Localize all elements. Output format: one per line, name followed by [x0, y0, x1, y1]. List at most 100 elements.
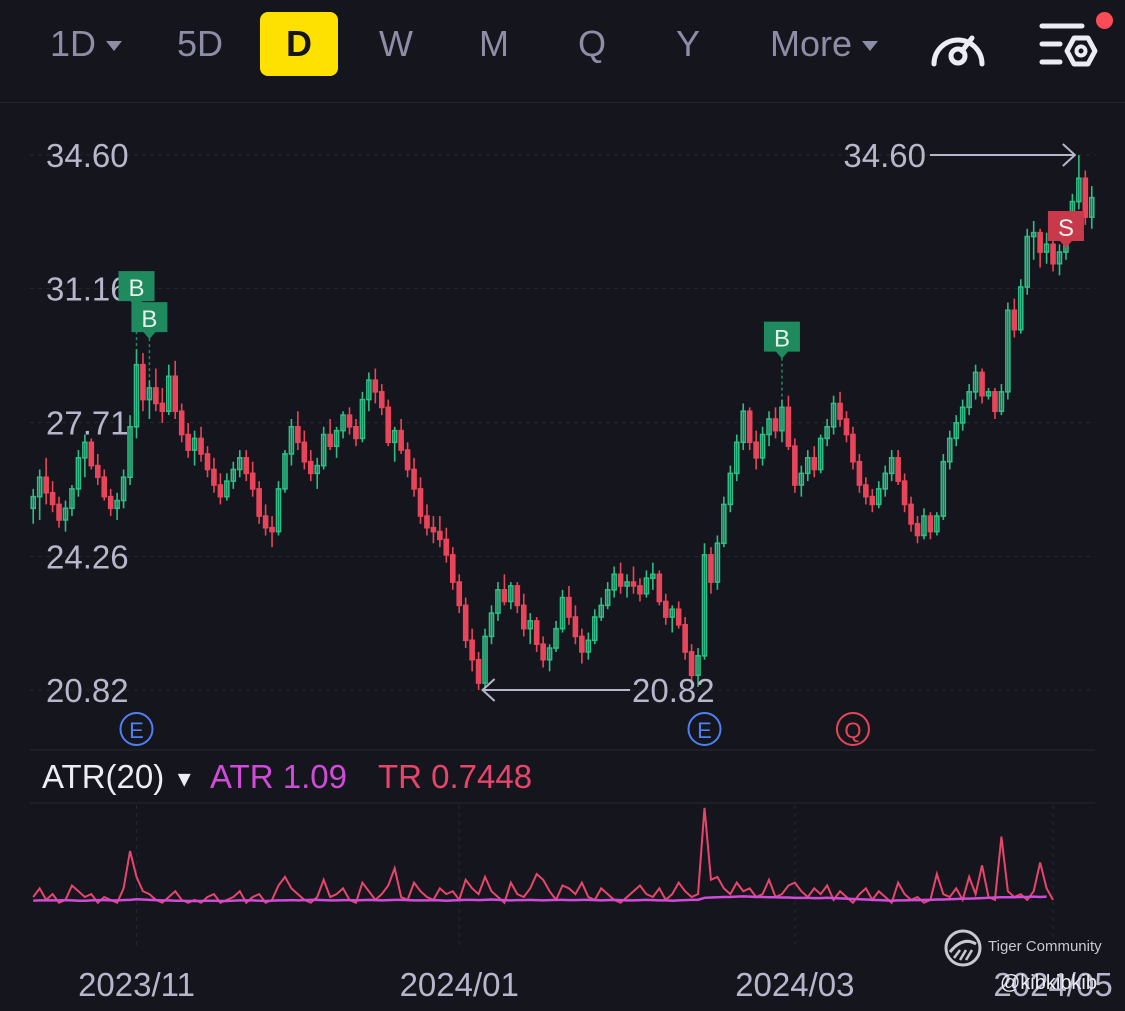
- candle-body: [1017, 286, 1024, 331]
- candle-body: [469, 639, 475, 661]
- candle-body: [198, 437, 204, 455]
- settings-list-icon[interactable]: [1036, 18, 1100, 74]
- candle-body: [779, 406, 785, 432]
- candle-body: [1037, 231, 1043, 253]
- candle-body: [417, 488, 424, 517]
- candle-body: [985, 391, 992, 397]
- tab-w[interactable]: W: [360, 12, 432, 76]
- watermark-brand: Tiger Community: [988, 938, 1102, 955]
- candle-body: [488, 612, 495, 638]
- candle-body: [759, 433, 766, 459]
- candle-body: [333, 429, 340, 447]
- candle-body: [224, 480, 230, 498]
- candle-body: [875, 488, 882, 506]
- candle-body: [372, 379, 379, 393]
- tab-1d[interactable]: 1D: [38, 12, 134, 76]
- candle-body: [934, 515, 940, 533]
- candle-body: [366, 379, 372, 401]
- tab-d[interactable]: D: [260, 12, 338, 76]
- tiger-community-logo: [942, 928, 1112, 968]
- candle-body: [656, 573, 663, 603]
- candle-body: [650, 573, 656, 579]
- buy-marker: [763, 321, 800, 359]
- indicator-selector[interactable]: ATR(20) ▼: [42, 758, 195, 796]
- candle-body: [727, 472, 734, 506]
- candle-body: [688, 651, 695, 677]
- candle-body: [1043, 243, 1050, 253]
- candle-body: [966, 391, 972, 409]
- candle-body: [585, 639, 592, 653]
- tab-m[interactable]: M: [458, 12, 530, 76]
- candle-body: [140, 363, 146, 401]
- notification-dot: [1096, 12, 1113, 29]
- candle-body: [404, 449, 411, 471]
- candle-body: [1050, 243, 1056, 265]
- candle-body: [475, 658, 482, 684]
- candle-body: [43, 476, 49, 494]
- candle-body: [398, 429, 404, 451]
- candle-body: [204, 453, 211, 471]
- candle-body: [921, 515, 927, 537]
- candle-body: [998, 391, 1005, 413]
- candle-body: [901, 480, 908, 506]
- candle-body: [75, 457, 82, 490]
- indicator-name: ATR(20): [42, 758, 165, 795]
- candle-body: [837, 402, 843, 420]
- candle-body: [882, 472, 889, 490]
- candle-body: [830, 402, 837, 428]
- candle-body: [217, 484, 224, 498]
- candle-body: [1076, 177, 1082, 203]
- candle-body: [482, 635, 488, 684]
- candle-body: [598, 604, 605, 618]
- candle-body: [869, 495, 876, 506]
- candle-body: [817, 437, 824, 471]
- candle-body: [721, 503, 727, 545]
- y-tick-label: 24.26: [46, 538, 129, 575]
- candle-body: [553, 627, 559, 649]
- candle-body: [953, 422, 960, 440]
- candle-body: [146, 387, 153, 401]
- tab-y[interactable]: Y: [652, 12, 724, 76]
- candle-body: [256, 488, 262, 517]
- x-tick-label: 2024/01: [400, 966, 519, 1003]
- tab-5d-label: 5D: [176, 23, 224, 64]
- speedometer-icon[interactable]: [926, 18, 990, 74]
- candle-body: [159, 402, 166, 413]
- candle-body: [94, 464, 101, 479]
- chevron-down-icon: [862, 41, 879, 52]
- candle-body: [127, 425, 133, 479]
- tab-5d[interactable]: 5D: [160, 12, 240, 76]
- y-tick-label: 20.82: [46, 672, 129, 709]
- tab-more[interactable]: More: [754, 12, 894, 76]
- buy-marker: [131, 302, 168, 340]
- tab-y-label: Y: [675, 23, 700, 64]
- candle-body: [495, 589, 501, 614]
- candle-body: [314, 464, 321, 475]
- y-tick-label: 27.71: [46, 405, 129, 442]
- candle-body: [449, 554, 456, 583]
- candle-body: [262, 515, 269, 529]
- marker-label: B: [128, 275, 144, 302]
- candle-body: [353, 425, 359, 440]
- tab-q[interactable]: Q: [556, 12, 628, 76]
- candle-body: [888, 457, 895, 475]
- watermark-handle: @kibkibkib: [1000, 972, 1098, 994]
- event-label: E: [129, 718, 144, 743]
- candle-body: [462, 604, 469, 642]
- candle-body: [572, 616, 579, 638]
- candle-body: [275, 488, 282, 533]
- candle-body: [327, 433, 333, 447]
- candle-body: [69, 488, 75, 510]
- candle-body: [385, 406, 392, 444]
- candle-body: [88, 441, 95, 467]
- candle-body: [282, 453, 288, 490]
- x-tick-label: 2024/05: [993, 966, 1112, 1003]
- candle-body: [740, 410, 747, 444]
- timeframe-toolbar: 1D 5D D W M Q Y More: [0, 0, 1125, 103]
- candle-body: [443, 538, 450, 556]
- candle-body: [591, 616, 598, 642]
- candle-body: [230, 468, 237, 482]
- candle-body: [153, 387, 159, 405]
- atr-value-label: ATR 1.09: [210, 758, 347, 795]
